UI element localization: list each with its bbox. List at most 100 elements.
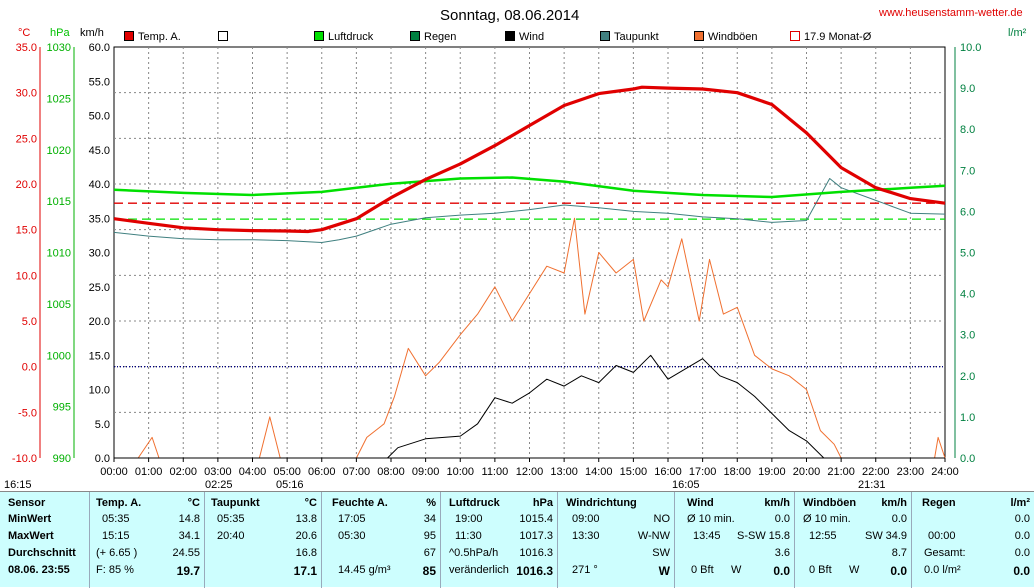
x-tick-label: 08:00: [377, 466, 405, 478]
legend-label: Taupunkt: [614, 31, 659, 43]
series-line: [113, 85, 946, 234]
wind-tick-label: 30.0: [89, 248, 110, 260]
legend-swatch: [410, 31, 420, 41]
windrichtung-min-value: NO: [653, 513, 671, 525]
chart-title: Sonntag, 08.06.2014: [440, 7, 580, 24]
luftdruck-avg-value: 1016.3: [519, 547, 553, 559]
x-tick-label: 13:00: [550, 466, 578, 478]
windboen-max-time: 12:55: [809, 530, 837, 542]
temp-tick-label: 25.0: [16, 133, 37, 145]
windboen-avg10-label: Ø 10 min.: [803, 513, 851, 525]
legend-item: Regen: [410, 31, 456, 44]
time-marker-label: 16:05: [672, 479, 700, 491]
legend-swatch: [218, 31, 228, 41]
temp-tick-label: -5.0: [18, 407, 37, 419]
temp-min-time: 05:35: [102, 513, 130, 525]
luftdruck-unit: hPa: [532, 497, 553, 509]
legend-swatch: [694, 31, 704, 41]
taupunkt-max-time: 20:40: [217, 530, 245, 542]
x-tick-label: 24:00: [931, 466, 959, 478]
regen-header: Regen: [922, 497, 956, 509]
temp-tick-label: 15.0: [16, 225, 37, 237]
wind-header: Wind: [687, 497, 714, 509]
feuchte-header: Feuchte A.: [332, 497, 388, 509]
x-tick-label: 03:00: [204, 466, 232, 478]
pressure-tick-label: 990: [53, 453, 71, 465]
regen-unit: l/m²: [1010, 497, 1030, 509]
wind-tick-label: 0.0: [95, 453, 110, 465]
luftdruck-min-value: 1015.4: [519, 513, 553, 525]
pressure-tick-label: 1000: [47, 350, 71, 362]
statistics-table: Sensor MinWert MaxWert Durchschnitt 08.0…: [0, 491, 1034, 588]
legend-item: Luftdruck: [314, 31, 373, 44]
col-feuchte: Feuchte A.% 17:05 34 05:30 95 67 14.45 g/m…: [322, 492, 441, 588]
legend-swatch: [314, 31, 324, 41]
feuchte-avg-value: 67: [423, 547, 436, 559]
regen-min-value: 0.0: [1014, 513, 1030, 525]
wind-tick-label: 45.0: [89, 145, 110, 157]
website-link[interactable]: www.heusenstamm-wetter.de: [879, 7, 1023, 19]
x-tick-label: 22:00: [862, 466, 890, 478]
legend-swatch: [505, 31, 515, 41]
legend-swatch: [600, 31, 610, 41]
legend-label: Windböen: [708, 31, 758, 43]
wind-tick-label: 60.0: [89, 42, 110, 54]
x-tick-label: 00:00: [100, 466, 128, 478]
rain-tick-label: 6.0: [960, 206, 975, 218]
taupunkt-current-value: 17.1: [293, 564, 317, 578]
windboen-bft: 0 Bft: [809, 564, 832, 576]
series-line: [113, 176, 946, 199]
col-taupunkt: Taupunkt °C 05:35 13.8 20:40 20.6 16.8 17.1: [205, 492, 322, 588]
rain-tick-label: 4.0: [960, 289, 975, 301]
temp-unit-label: °C: [18, 27, 31, 39]
legend-item: Wind: [505, 31, 544, 44]
col-sensor: Sensor MinWert MaxWert Durchschnitt 08.0…: [0, 492, 90, 588]
taupunkt-header: Taupunkt: [211, 497, 260, 509]
pressure-tick-label: 1025: [47, 93, 71, 105]
regen-total-label: Gesamt:: [924, 547, 966, 559]
sensor-current: 08.06. 23:55: [8, 564, 70, 576]
windboen-max-dir: SW: [865, 530, 883, 542]
temp-tick-label: 10.0: [16, 270, 37, 282]
luftdruck-max-time: 11:30: [455, 530, 482, 542]
windrichtung-current-value: W: [658, 564, 670, 578]
x-tick-label: 17:00: [689, 466, 717, 478]
x-tick-label: 11:00: [482, 466, 509, 478]
windboen-max-value: 34.9: [885, 530, 907, 542]
sensor-max: MaxWert: [8, 530, 54, 542]
legend-swatch: [790, 31, 800, 41]
wind-avg10-value: 0.0: [774, 513, 790, 525]
wind-tick-label: 35.0: [89, 213, 110, 225]
windrichtung-avg-value: SW: [652, 547, 670, 559]
luftdruck-tendency: veränderlich: [449, 564, 509, 576]
taupunkt-max-value: 20.6: [295, 530, 317, 542]
windrichtung-max-value: W-NW: [637, 530, 670, 542]
wind-tick-label: 25.0: [89, 282, 110, 294]
rain-tick-label: 7.0: [960, 165, 975, 177]
wind-tick-label: 55.0: [89, 76, 110, 88]
regen-current-note: 0.0 l/m²: [924, 564, 961, 576]
pressure-tick-label: 995: [53, 402, 71, 414]
series-line: [114, 354, 945, 459]
x-tick-label: 02:00: [169, 466, 197, 478]
temp-tick-label: 30.0: [16, 88, 37, 100]
regen-total-value: 0.0: [1014, 547, 1030, 559]
rain-tick-label: 1.0: [960, 412, 975, 424]
wind-tick-label: 20.0: [89, 316, 110, 328]
x-tick-label: 05:00: [273, 466, 301, 478]
wind-bft: 0 Bft: [691, 564, 714, 576]
sensor-header: Sensor: [8, 497, 46, 509]
legend-label: Regen: [424, 31, 457, 43]
legend-item: Temp. A.: [124, 31, 181, 44]
wind-unit: km/h: [764, 497, 790, 509]
pressure-tick-label: 1005: [47, 299, 71, 311]
taupunkt-avg-value: 16.8: [295, 547, 317, 559]
taupunkt-min-value: 13.8: [295, 513, 317, 525]
temp-unit: °C: [187, 497, 200, 509]
feuchte-abs: 14.45 g/m³: [338, 564, 391, 576]
windboen-header: Windböen: [803, 497, 857, 509]
temp-min-value: 14.8: [178, 513, 200, 525]
temp-current-note: F: 85 %: [96, 564, 134, 576]
legend-item: Windböen: [694, 31, 758, 44]
taupunkt-min-time: 05:35: [217, 513, 245, 525]
